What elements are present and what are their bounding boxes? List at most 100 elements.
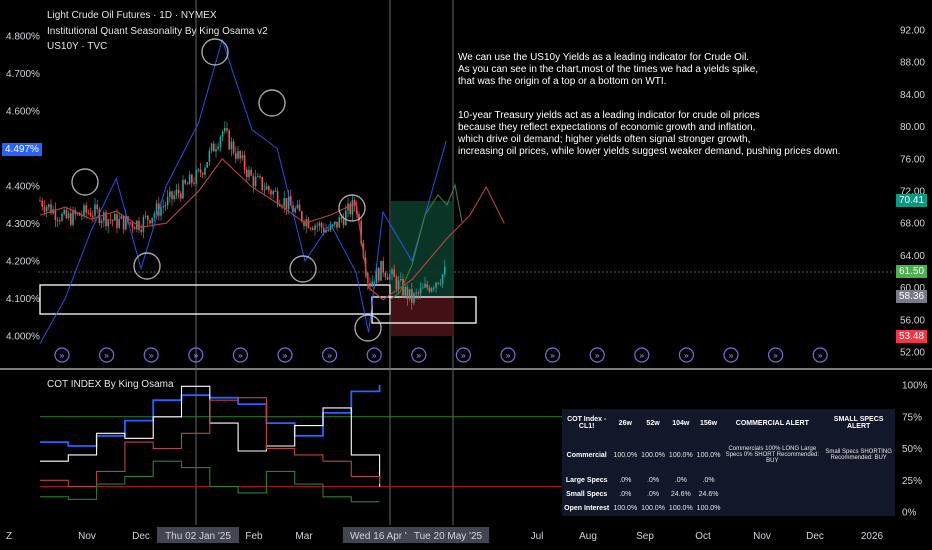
- candle-body: [56, 219, 59, 221]
- seasonal-marker: »: [773, 352, 779, 362]
- table-cell: 100.0%: [613, 505, 638, 513]
- price-tick-label: 84.00: [900, 90, 925, 101]
- candle-body: [441, 274, 444, 284]
- candle-body: [263, 189, 266, 191]
- candle-body: [417, 292, 420, 294]
- candle-body: [250, 169, 252, 176]
- candle-body: [375, 268, 378, 284]
- candle-body: [433, 287, 435, 289]
- candle-body: [325, 229, 327, 233]
- candle-body: [408, 289, 411, 300]
- row-label: Small Specs: [566, 491, 608, 499]
- yield-tick-label: 4.200%: [6, 257, 40, 268]
- candle-body: [191, 174, 193, 183]
- candle-body: [395, 276, 398, 289]
- highlight-circle: [338, 194, 366, 222]
- marker-layer: » » » » » » » » » » » » » » » » » »: [54, 347, 828, 363]
- time-tick-label: Mar: [295, 531, 313, 542]
- candle-body: [270, 190, 272, 195]
- cot-series-line: [40, 397, 381, 488]
- table-cell: 24.6%: [670, 491, 691, 499]
- candle-body: [393, 269, 395, 277]
- candle-body: [235, 153, 237, 159]
- candle-body: [199, 169, 202, 173]
- candle-body: [424, 283, 426, 288]
- candle-body: [70, 213, 72, 225]
- candle-body: [389, 273, 391, 280]
- seasonal-marker-circle: [54, 347, 70, 363]
- candle-body: [243, 155, 246, 170]
- yield-tick-label: 4.800%: [6, 32, 40, 43]
- candle-body: [96, 204, 98, 210]
- cot-tick-label: 25%: [902, 476, 922, 487]
- seasonal-marker-circle: [232, 347, 248, 363]
- time-tick-label: Feb: [245, 531, 263, 542]
- cot-tick-label: 0%: [902, 508, 917, 519]
- highlight-circle: [258, 89, 286, 117]
- time-tick-label: Nov: [753, 531, 771, 542]
- symbol-title: Light Crude Oil Futures · 1D · NYMEX: [47, 10, 217, 21]
- candle-body: [353, 199, 356, 207]
- candle-body: [248, 169, 250, 178]
- candle-body: [140, 229, 142, 232]
- candle-body: [89, 212, 92, 216]
- candle-body: [116, 213, 118, 228]
- time-tick-label: Aug: [579, 531, 597, 542]
- candle-body: [122, 216, 125, 230]
- seasonal-marker-circle: [188, 347, 204, 363]
- candle-body: [367, 273, 369, 283]
- candle-body: [193, 182, 195, 184]
- candle-body: [241, 155, 244, 159]
- projection-line: [389, 183, 463, 301]
- candle-body: [118, 218, 120, 228]
- candle-body: [81, 215, 83, 217]
- candle-body: [94, 204, 96, 216]
- price-level3-label: 53.48: [896, 330, 928, 343]
- candle-body: [360, 220, 362, 244]
- time-cursor-label-bg: [342, 527, 426, 543]
- yield-tick-label: 4.600%: [6, 107, 40, 118]
- candle-body: [283, 198, 285, 207]
- table-cell: 100.0%: [641, 505, 665, 513]
- seasonal-marker: »: [327, 352, 333, 362]
- highlight-circle: [133, 252, 161, 280]
- time-tick-label: Dec: [132, 531, 150, 542]
- price-tick-label: 92.00: [900, 26, 925, 37]
- indicator-title: Institutional Quant Seasonality By King …: [47, 26, 268, 37]
- price-tick-label: 56.00: [900, 315, 925, 326]
- candle-body: [129, 222, 131, 224]
- candle-body: [380, 260, 382, 281]
- candle-body: [290, 196, 292, 206]
- yield-tick-label: 4.700%: [6, 69, 40, 80]
- candle-body: [85, 205, 87, 213]
- profit-zone: [391, 201, 454, 298]
- candle-body: [287, 196, 290, 209]
- highlight-circle: [71, 168, 99, 196]
- table-header: SMALL SPECS ALERT: [833, 416, 884, 431]
- note-line: increasing oil prices, while lower yield…: [458, 146, 841, 157]
- candle-body: [239, 151, 241, 159]
- table-cell: 100.0%: [613, 451, 638, 459]
- candle-body: [213, 143, 215, 152]
- candle-body: [232, 141, 235, 154]
- candle-body: [147, 215, 149, 221]
- table-header: 52w: [646, 419, 660, 427]
- table-cell: .0%: [702, 477, 715, 485]
- seasonal-marker: »: [282, 352, 288, 362]
- candle-body: [439, 283, 442, 285]
- table-header: 104w: [672, 419, 690, 427]
- table-cell: .0%: [647, 477, 660, 485]
- seasonal-marker: »: [148, 352, 154, 362]
- candle-body: [422, 287, 424, 289]
- candle-body: [371, 281, 373, 287]
- highlight-circle: [289, 255, 317, 283]
- candle-body: [72, 209, 74, 225]
- price-level2-label: 58.36: [896, 290, 928, 303]
- table-cell: 100.0%: [696, 451, 721, 459]
- table-header: COMMERCIAL ALERT: [735, 419, 809, 427]
- candle-body: [219, 136, 222, 147]
- time-tick-label: Jul: [531, 531, 544, 542]
- candle-body: [54, 209, 57, 220]
